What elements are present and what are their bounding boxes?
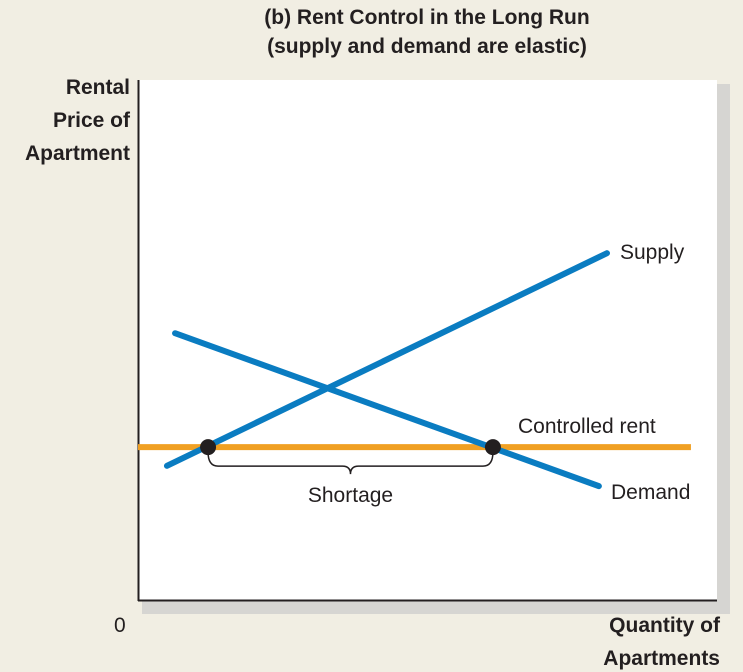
supply-curve (163, 250, 610, 469)
x-axis-label-line-1: Quantity of (609, 614, 720, 637)
chart-title-line-2: (supply and demand are elastic) (267, 35, 587, 58)
x-axis-label-line-2: Apartments (603, 647, 720, 670)
quantity-supplied-point (200, 439, 217, 456)
shortage-brace (207, 452, 494, 475)
y-axis-label-line-3: Apartment (24, 142, 130, 165)
origin-label: 0 (114, 614, 126, 637)
y-axis-label-line-2: Price of (52, 109, 130, 132)
supply-label: Supply (620, 241, 685, 264)
controlled-rent-label: Controlled rent (518, 415, 656, 438)
chart-title-line-1: (b) Rent Control in the Long Run (264, 6, 590, 29)
y-axis-label-line-1: Rental (65, 76, 130, 99)
quantity-demanded-point (484, 439, 501, 456)
shortage-label: Shortage (308, 484, 393, 507)
demand-label: Demand (611, 481, 690, 504)
demand-curve (172, 330, 602, 490)
